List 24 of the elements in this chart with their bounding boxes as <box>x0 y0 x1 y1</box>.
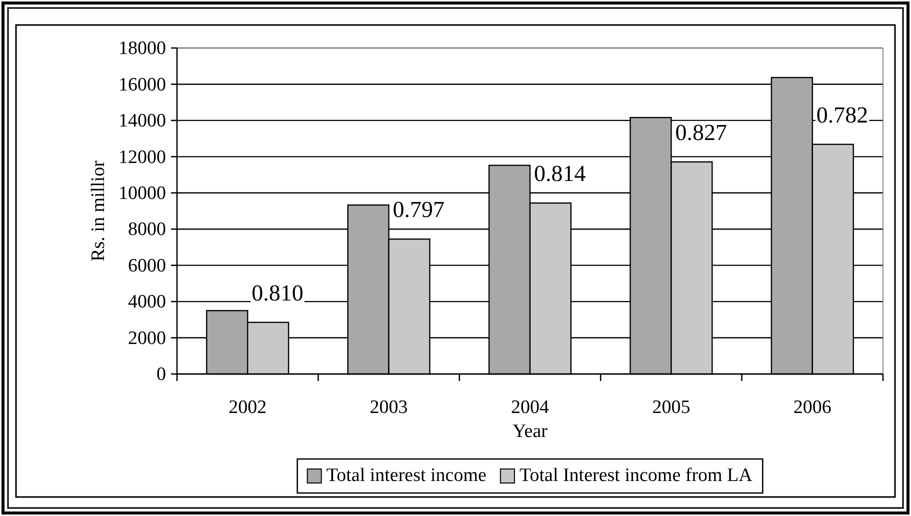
y-tick-label: 18000 <box>118 38 166 60</box>
annotation: 0.782 <box>816 102 868 128</box>
x-tick-label: 2002 <box>228 397 267 418</box>
annotation: 0.810 <box>252 280 304 306</box>
y-tick-label: 8000 <box>128 219 166 240</box>
x-tick-label: 2004 <box>511 397 550 418</box>
y-axis-title: Rs. in millior <box>88 160 109 262</box>
y-tick-label: 10000 <box>118 182 166 204</box>
annotation: 0.827 <box>675 120 727 145</box>
x-tick-label: 2005 <box>652 397 690 418</box>
y-tick-label: 0 <box>156 364 166 386</box>
y-tick-label: 16000 <box>118 74 166 96</box>
x-tick-label: 2003 <box>370 397 408 418</box>
y-tick-label: 6000 <box>128 255 166 276</box>
y-tick-label: 12000 <box>118 146 166 168</box>
legend-label: Total Interest income from LA <box>519 465 753 486</box>
x-tick-label: 2006 <box>793 397 832 418</box>
x-axis-title: Year <box>512 421 548 442</box>
y-tick-label: 2000 <box>128 328 166 349</box>
annotation: 0.814 <box>534 161 586 186</box>
legend-label: Total interest income <box>326 465 486 486</box>
y-tick-label: 4000 <box>128 292 166 313</box>
annotation: 0.797 <box>392 197 445 222</box>
y-tick-label: 14000 <box>118 110 166 132</box>
